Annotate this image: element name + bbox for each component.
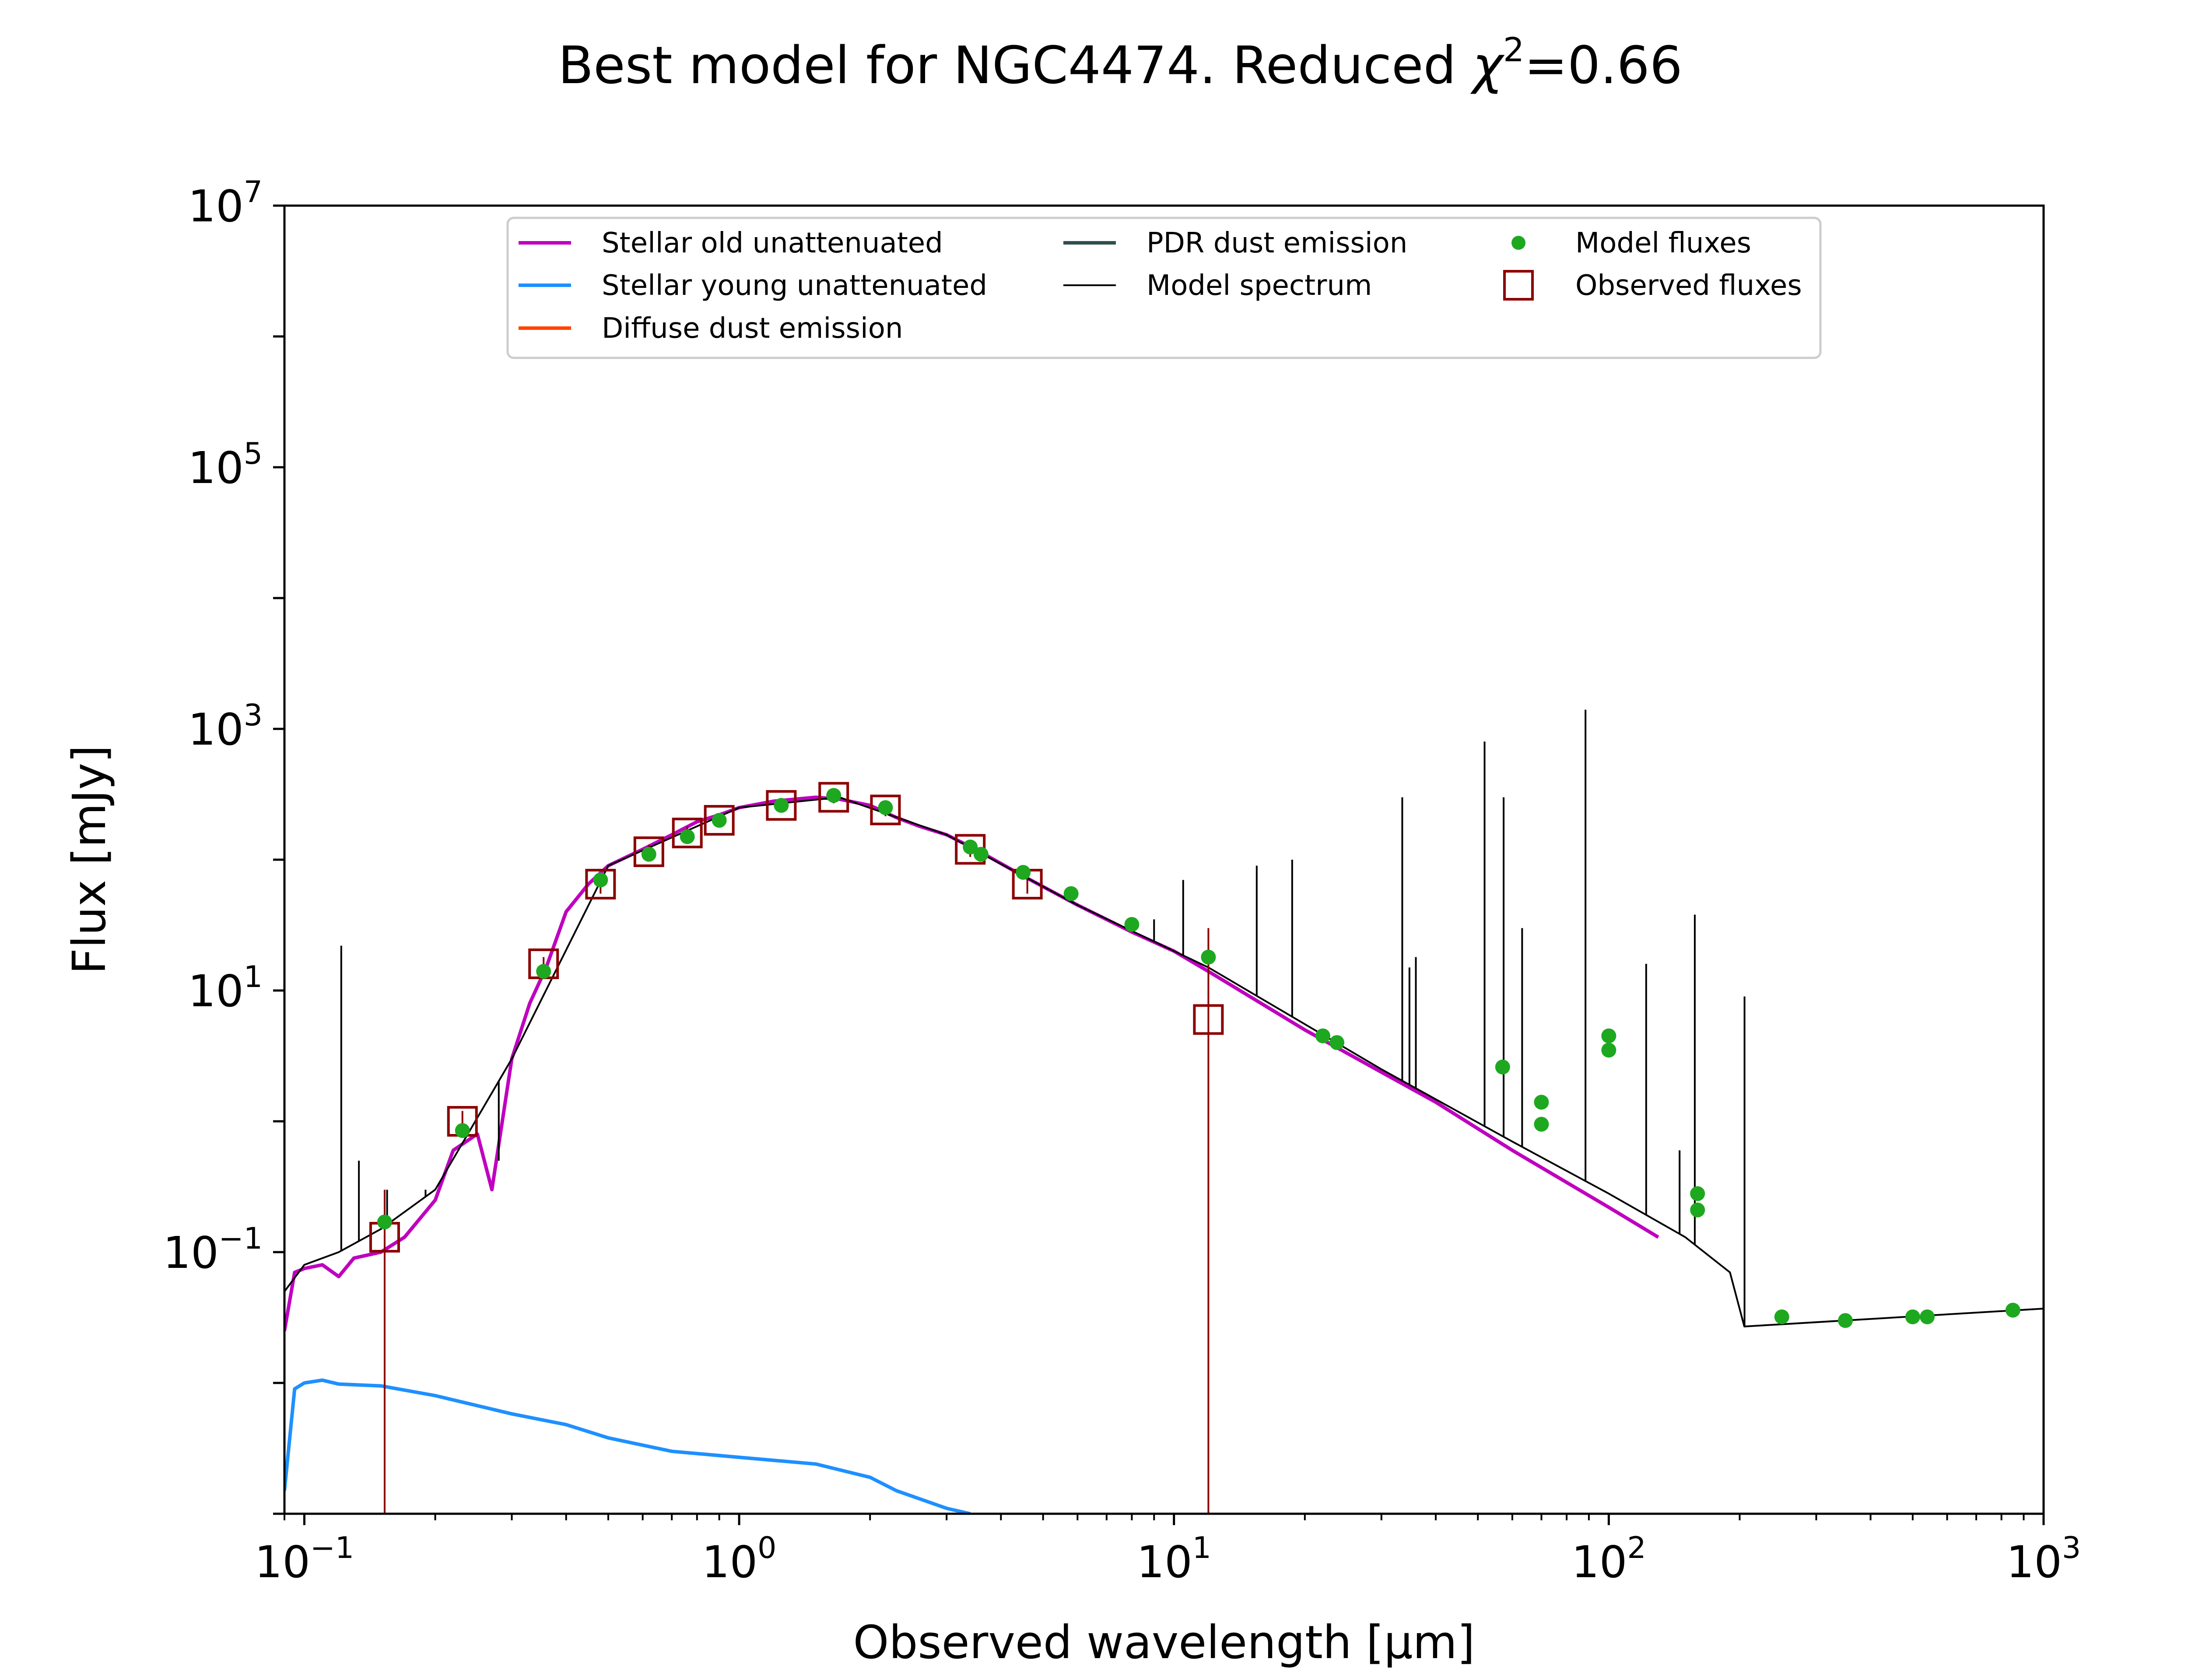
series-line-2 [284,796,2044,1327]
x-tick-label-2: 101 [1136,1531,1211,1588]
model-flux-point-11 [973,847,989,862]
model-flux-point-25 [1774,1309,1789,1324]
legend-label-2: Diffuse dust emission [602,312,903,345]
model-flux-point-9 [878,800,893,816]
y-tick-label-0: 10−1 [163,1222,263,1278]
model-flux-point-2 [536,964,551,979]
legend-label-1: Stellar young unattenuated [602,270,987,302]
model-flux-point-24 [1690,1202,1705,1218]
legend-label-4: Model spectrum [1147,270,1372,302]
model-flux-point-23 [1690,1186,1705,1201]
model-flux-point-14 [1124,917,1140,932]
observed-flux-marker-6 [704,805,735,836]
x-axis: 10−1 100 101 102 103 [255,1514,2081,1588]
model-flux-point-17 [1329,1035,1345,1050]
series-line-1 [284,1378,971,1514]
observed-flux-marker-12 [1193,1004,1224,1035]
y-tick-label-3: 105 [188,437,263,494]
legend-box [506,217,1822,359]
observed-flux-marker-4 [633,836,664,867]
legend-label-6: Observed fluxes [1575,270,1802,302]
legend-swatch-6 [1503,270,1534,301]
model-flux-point-18 [1495,1059,1510,1074]
model-flux-point-22 [1601,1043,1616,1058]
model-flux-point-16 [1315,1028,1330,1043]
plot-area [284,206,2044,1514]
legend-label-5: Model fluxes [1575,227,1751,259]
x-tick-label-0: 10−1 [255,1531,354,1588]
observed-flux-marker-5 [672,817,703,848]
model-flux-point-27 [1905,1309,1920,1324]
observed-flux-marker-9 [870,794,901,826]
observed-flux-marker-3 [585,868,616,900]
model-flux-point-5 [680,829,695,844]
x-tick-label-3: 102 [1571,1531,1646,1588]
model-flux-point-19 [1534,1095,1549,1110]
series-layer [284,710,2044,1514]
x-axis-label: Observed wavelength [μm] [853,1616,1475,1669]
legend: Stellar old unattenuated Stellar young un… [506,217,1822,359]
observed-flux-marker-8 [818,782,849,813]
y-tick-label-2: 103 [188,698,263,755]
legend-label-3: PDR dust emission [1147,227,1407,259]
y-axis: 10−1 101 103 105 107 [163,175,284,1515]
marker-layer [369,782,2020,1514]
model-flux-point-6 [712,812,727,828]
model-flux-point-12 [1016,864,1031,880]
legend-label-0: Stellar old unattenuated [602,227,943,259]
y-axis-label: Flux [mJy] [63,745,116,974]
x-tick-label-1: 100 [702,1531,777,1588]
model-flux-point-8 [826,788,842,803]
model-flux-point-13 [1063,886,1079,901]
model-flux-point-3 [593,872,608,888]
model-flux-point-4 [641,847,656,862]
model-flux-point-20 [1534,1116,1549,1132]
model-flux-point-28 [1920,1309,1935,1324]
legend-swatch-5 [1511,236,1525,250]
model-flux-point-21 [1601,1028,1616,1043]
model-flux-point-0 [377,1214,392,1230]
model-flux-point-26 [1837,1313,1853,1328]
model-flux-point-15 [1201,949,1216,965]
observed-flux-marker-7 [766,790,797,821]
y-tick-label-1: 101 [188,960,263,1017]
x-tick-label-4: 103 [2006,1531,2081,1588]
model-flux-point-10 [963,840,978,855]
model-flux-point-1 [455,1123,470,1138]
model-flux-point-29 [2005,1302,2020,1318]
chart-title: Best model for NGC4474. Reduced χ2=0.66 [558,30,1683,95]
y-tick-label-4: 107 [188,175,263,232]
model-flux-point-7 [774,798,789,813]
